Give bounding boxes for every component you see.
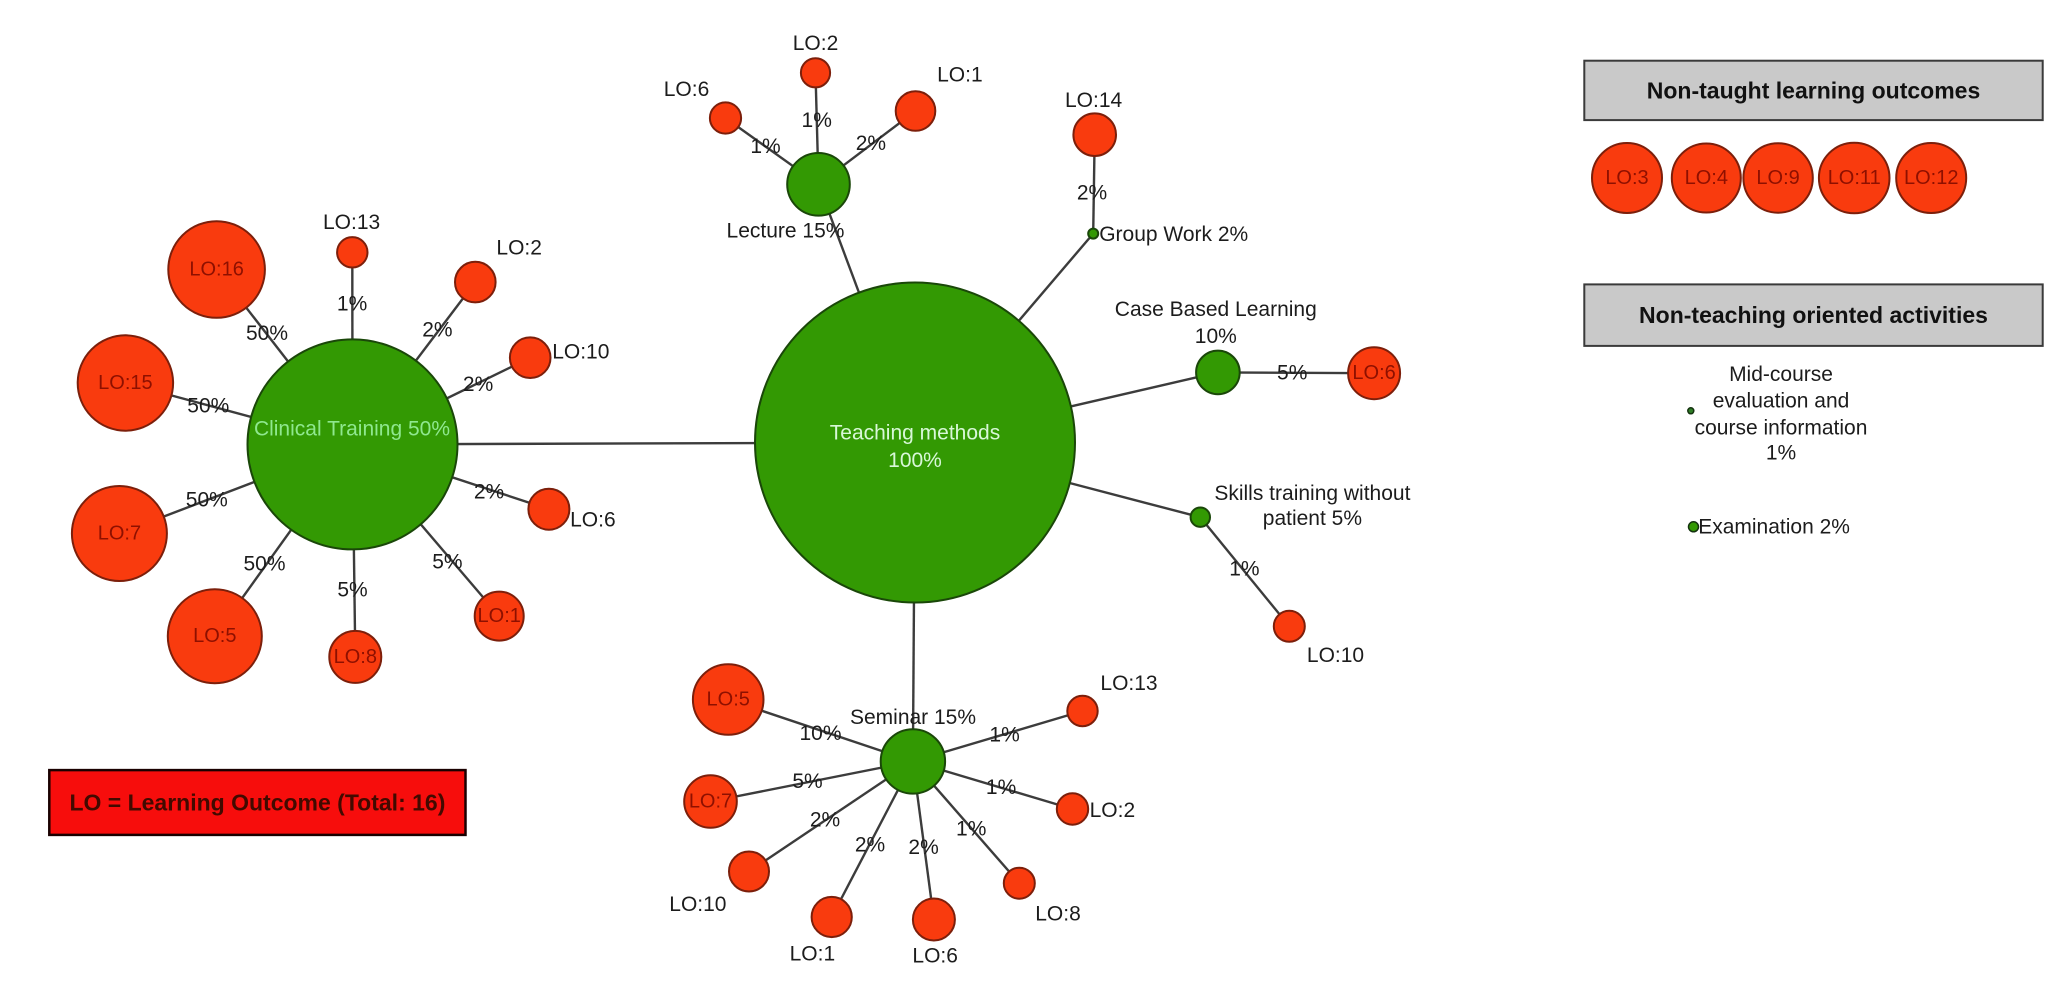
svg-text:Non-taught learning outcomes: Non-taught learning outcomes: [1647, 77, 1981, 103]
svg-text:2%: 2%: [422, 319, 452, 342]
svg-text:Seminar 15%: Seminar 15%: [850, 706, 976, 729]
svg-text:10%: 10%: [1195, 325, 1237, 348]
svg-text:1%: 1%: [956, 818, 986, 841]
svg-text:50%: 50%: [246, 322, 288, 345]
svg-text:2%: 2%: [810, 809, 840, 832]
svg-text:LO:6: LO:6: [1352, 362, 1395, 384]
svg-text:LO:1: LO:1: [478, 605, 521, 627]
svg-text:Mid-course: Mid-course: [1729, 363, 1833, 386]
svg-text:5%: 5%: [337, 578, 367, 601]
svg-text:2%: 2%: [856, 132, 886, 155]
svg-text:LO:10: LO:10: [552, 340, 609, 363]
svg-text:Skills training without: Skills training without: [1214, 482, 1410, 505]
svg-text:LO = Learning Outcome (Total:: LO = Learning Outcome (Total: 16): [69, 790, 445, 816]
svg-text:LO:15: LO:15: [98, 372, 152, 394]
svg-text:50%: 50%: [187, 395, 229, 418]
svg-text:Non-teaching oriented activiti: Non-teaching oriented activities: [1639, 302, 1988, 328]
svg-text:1%: 1%: [986, 776, 1016, 799]
svg-text:LO:14: LO:14: [1065, 89, 1123, 112]
svg-text:2%: 2%: [463, 373, 493, 396]
svg-text:LO:6: LO:6: [664, 78, 710, 101]
svg-text:10%: 10%: [799, 722, 841, 745]
svg-text:2%: 2%: [1077, 182, 1107, 205]
svg-text:Examination 2%: Examination 2%: [1698, 515, 1850, 538]
svg-text:LO:6: LO:6: [912, 945, 958, 968]
svg-text:1%: 1%: [989, 723, 1019, 746]
svg-text:5%: 5%: [792, 770, 822, 793]
svg-text:LO:2: LO:2: [1090, 799, 1136, 822]
svg-text:LO:16: LO:16: [189, 259, 243, 281]
svg-text:LO:3: LO:3: [1605, 167, 1648, 189]
svg-text:course information: course information: [1695, 417, 1868, 440]
svg-text:LO:8: LO:8: [334, 646, 377, 668]
svg-text:2%: 2%: [855, 833, 885, 856]
svg-text:2%: 2%: [474, 481, 504, 504]
svg-text:LO:5: LO:5: [707, 689, 750, 711]
svg-text:LO:11: LO:11: [1828, 167, 1881, 189]
svg-text:Lecture 15%: Lecture 15%: [727, 220, 845, 243]
svg-text:LO:13: LO:13: [323, 211, 380, 234]
svg-text:LO:1: LO:1: [790, 943, 836, 966]
svg-text:LO:12: LO:12: [1904, 167, 1958, 189]
svg-text:Clinical Training 50%: Clinical Training 50%: [254, 418, 450, 441]
svg-text:50%: 50%: [243, 553, 285, 576]
svg-text:LO:7: LO:7: [689, 791, 732, 813]
svg-text:1%: 1%: [802, 109, 832, 132]
svg-text:LO:8: LO:8: [1035, 903, 1081, 926]
svg-text:Teaching methods: Teaching methods: [830, 422, 1000, 445]
svg-text:LO:6: LO:6: [570, 509, 616, 532]
svg-text:LO:5: LO:5: [193, 625, 236, 647]
svg-text:2%: 2%: [908, 836, 938, 859]
svg-text:1%: 1%: [337, 293, 367, 316]
svg-text:5%: 5%: [1277, 362, 1307, 385]
svg-text:Case Based Learning: Case Based Learning: [1115, 298, 1317, 321]
svg-text:LO:7: LO:7: [98, 523, 141, 545]
svg-text:1%: 1%: [1229, 557, 1259, 580]
svg-text:evaluation and: evaluation and: [1713, 390, 1850, 413]
svg-text:100%: 100%: [888, 449, 942, 472]
svg-text:1%: 1%: [1766, 442, 1796, 465]
svg-text:LO:10: LO:10: [669, 893, 726, 916]
svg-text:LO:4: LO:4: [1685, 167, 1728, 189]
svg-text:1%: 1%: [750, 135, 780, 158]
svg-text:LO:9: LO:9: [1756, 167, 1799, 189]
svg-text:patient 5%: patient 5%: [1263, 507, 1362, 530]
svg-text:Group Work 2%: Group Work 2%: [1099, 223, 1248, 246]
svg-text:LO:2: LO:2: [793, 32, 839, 55]
svg-text:50%: 50%: [186, 489, 228, 512]
svg-text:LO:10: LO:10: [1307, 644, 1364, 667]
svg-text:LO:2: LO:2: [496, 237, 542, 260]
svg-text:LO:1: LO:1: [937, 64, 983, 87]
svg-text:LO:13: LO:13: [1100, 672, 1157, 695]
svg-text:5%: 5%: [432, 551, 462, 574]
